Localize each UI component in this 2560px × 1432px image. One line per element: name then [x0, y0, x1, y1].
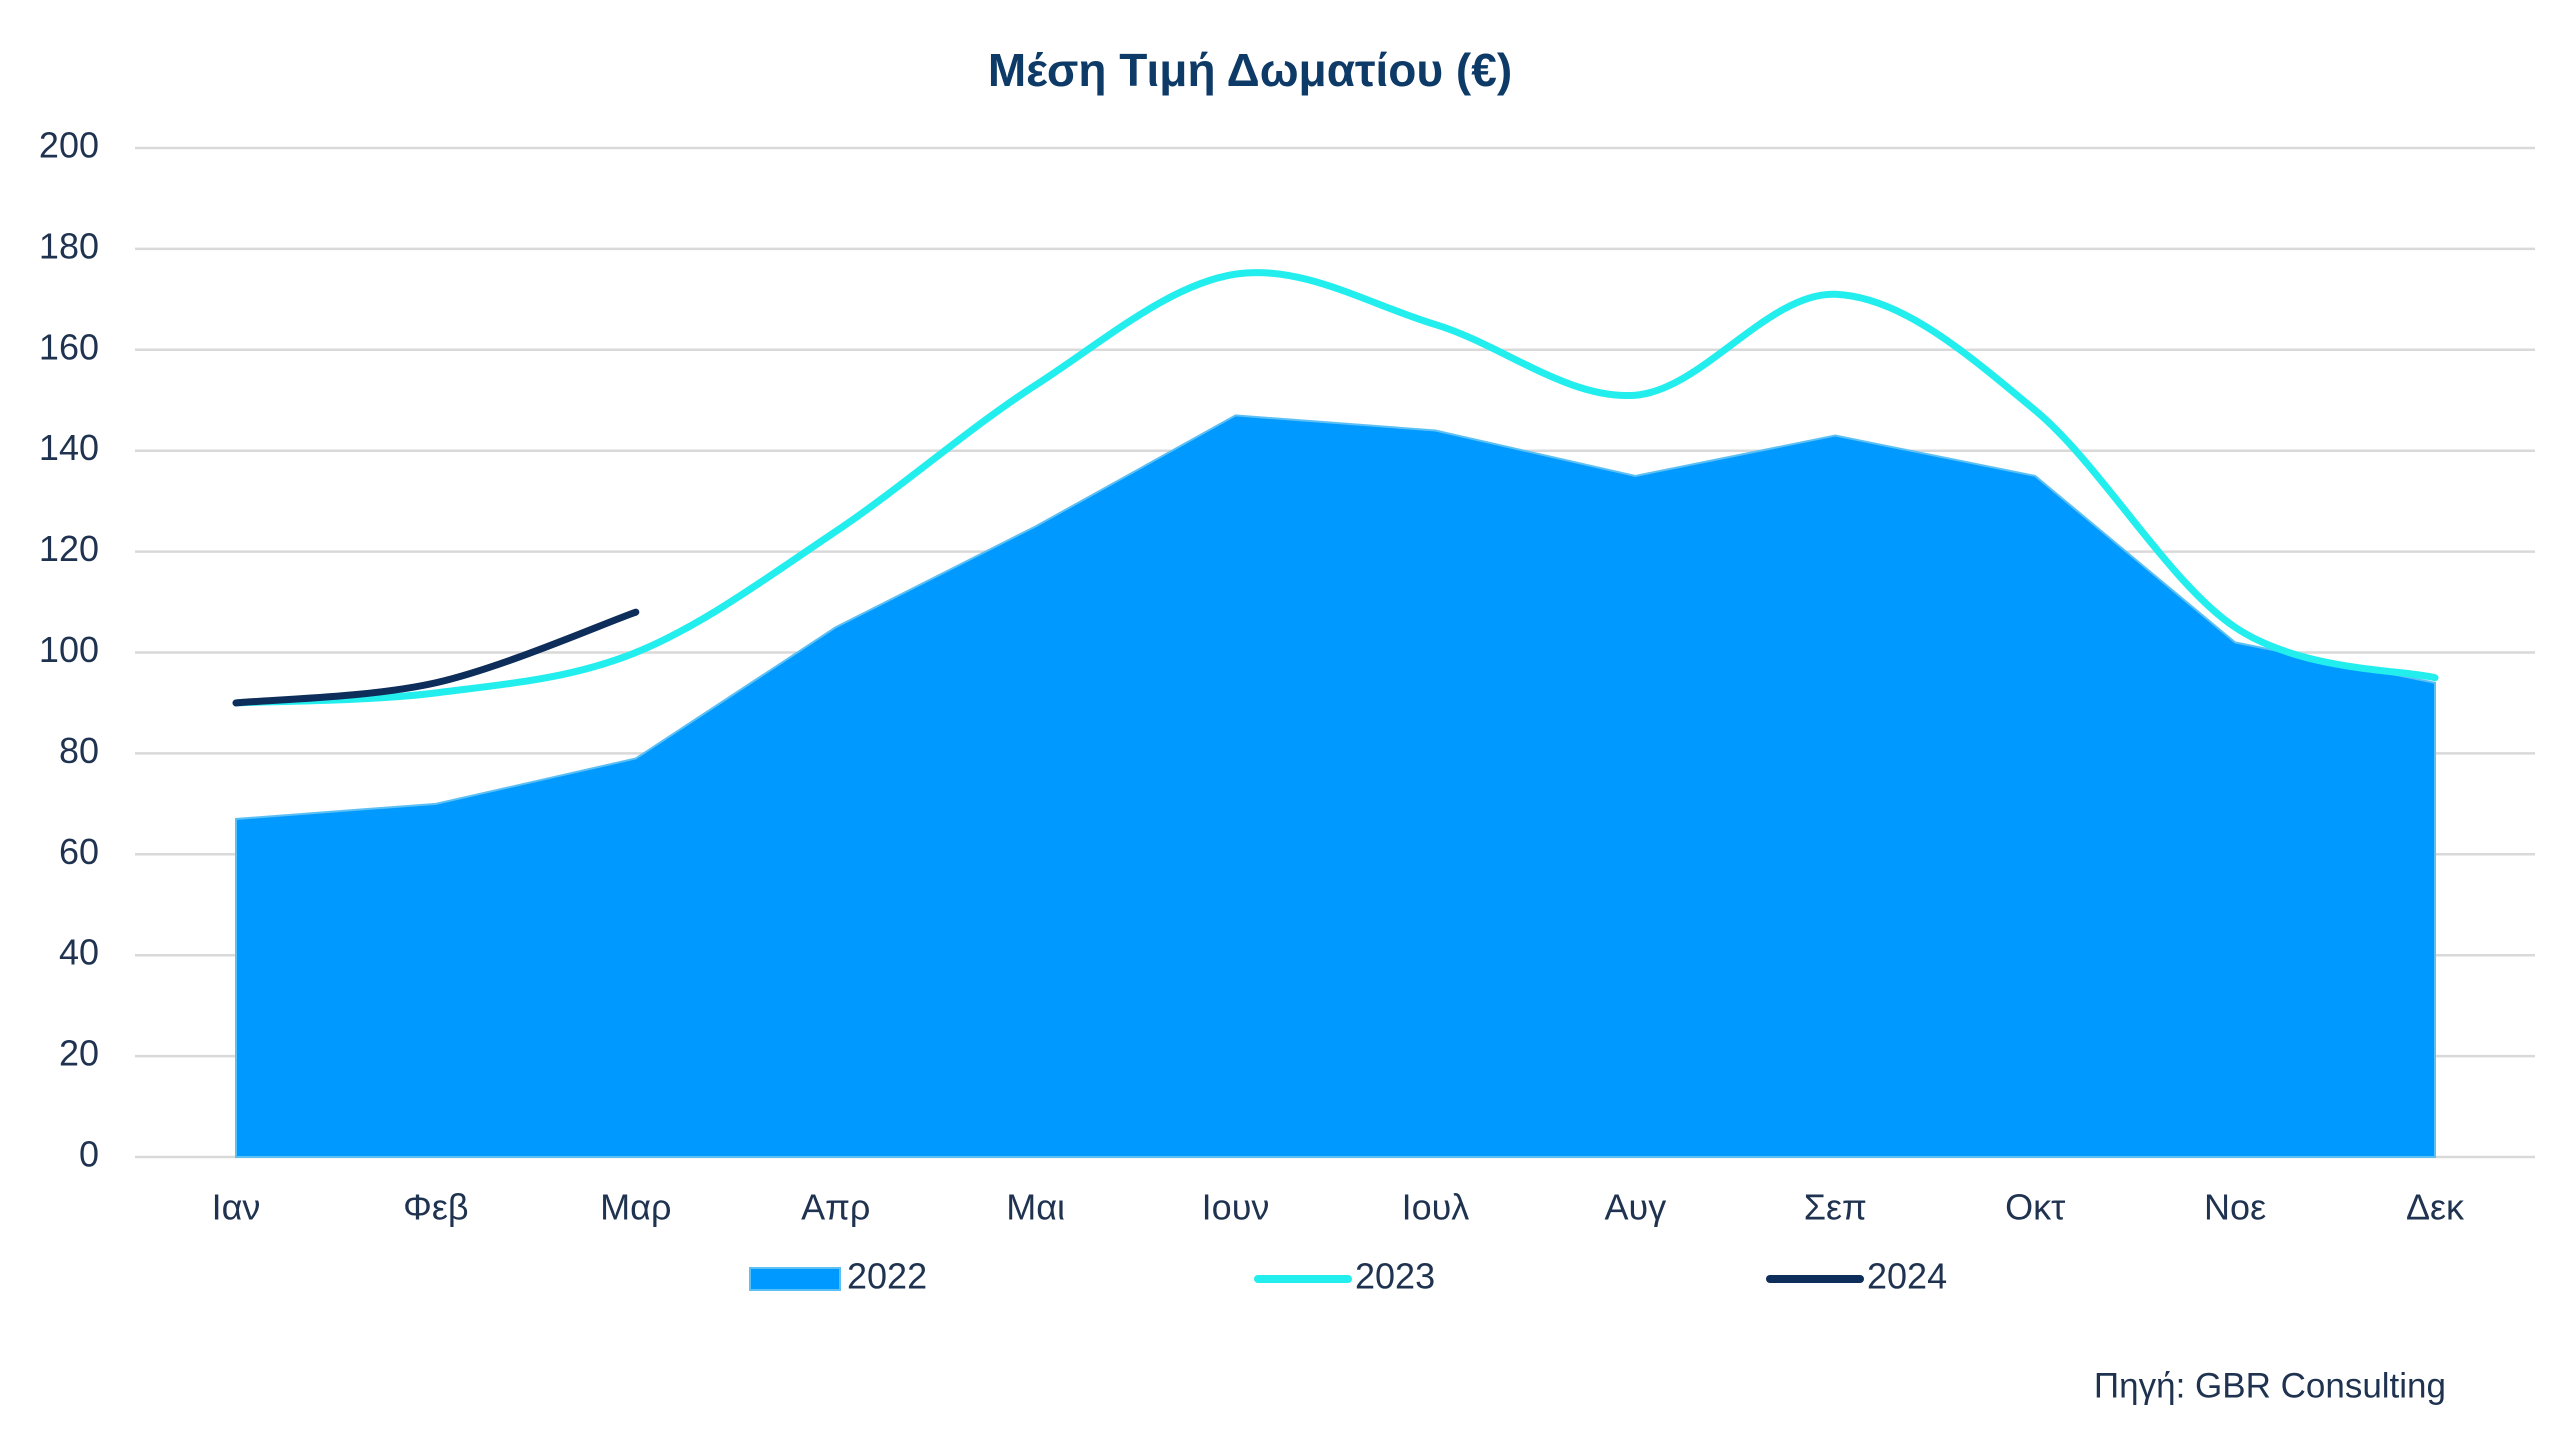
- x-tick-label: Σεπ: [1804, 1187, 1867, 1228]
- y-tick-label: 20: [59, 1033, 99, 1074]
- x-tick-label: Απρ: [801, 1187, 870, 1228]
- x-tick-label: Μαρ: [600, 1187, 671, 1228]
- y-tick-label: 140: [39, 427, 99, 468]
- legend-label: 2024: [1867, 1256, 1947, 1297]
- chart-title: Μέση Τιμή Δωματίου (€): [988, 44, 1512, 96]
- legend-swatch: [749, 1267, 841, 1291]
- y-tick-label: 200: [39, 125, 99, 166]
- x-tick-label: Μαι: [1006, 1187, 1065, 1228]
- y-tick-label: 100: [39, 629, 99, 670]
- x-tick-label: Οκτ: [2005, 1187, 2065, 1228]
- x-tick-label: Ιουλ: [1402, 1187, 1470, 1228]
- y-tick-label: 160: [39, 326, 99, 367]
- source-note: Πηγή: GBR Consulting: [2094, 1366, 2446, 1405]
- legend-label: 2022: [847, 1256, 927, 1297]
- y-tick-label: 120: [39, 528, 99, 569]
- y-tick-label: 80: [59, 730, 99, 771]
- x-tick-label: Δεκ: [2406, 1187, 2465, 1228]
- x-tick-label: Νοε: [2204, 1187, 2266, 1228]
- x-tick-label: Φεβ: [403, 1187, 468, 1228]
- y-tick-label: 0: [79, 1134, 99, 1175]
- x-tick-label: Ιαν: [212, 1187, 261, 1228]
- legend-label: 2023: [1355, 1256, 1435, 1297]
- y-tick-label: 60: [59, 831, 99, 872]
- x-tick-label: Αυγ: [1605, 1187, 1667, 1228]
- x-tick-label: Ιουν: [1202, 1187, 1270, 1228]
- y-tick-label: 40: [59, 932, 99, 973]
- line-series: [232, 608, 640, 707]
- y-tick-label: 180: [39, 225, 99, 266]
- area-2022: [235, 414, 2436, 1158]
- line-series: [232, 269, 2439, 707]
